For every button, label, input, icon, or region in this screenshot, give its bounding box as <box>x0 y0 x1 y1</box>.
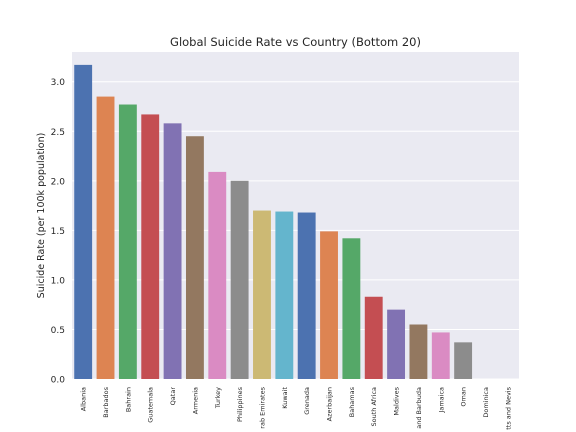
bars <box>74 64 473 379</box>
bar-bahamas <box>342 238 361 379</box>
x-tick-label: Grenada <box>303 387 311 415</box>
bar-south-africa <box>364 296 383 379</box>
x-tick-labels: Albania Barbados Bahrain Guatemala Qatar Arme… <box>80 386 513 429</box>
chart-title: Global Suicide Rate vs Country (Bottom 2… <box>170 35 421 49</box>
y-tick-label: 1.5 <box>51 227 65 237</box>
y-tick-label: 3.0 <box>51 78 66 88</box>
x-tick-label: Bahrain <box>124 387 132 412</box>
x-tick-label: Oman <box>460 387 468 407</box>
bar-qatar <box>163 123 182 379</box>
y-axis-label: Suicide Rate (per 100k population) <box>36 133 47 299</box>
y-tick-label: 2.0 <box>51 177 66 187</box>
x-tick-label: Barbados <box>102 386 110 417</box>
x-tick-label: Philippines <box>236 386 244 422</box>
bar-rab-emirates <box>253 210 271 379</box>
x-tick-label: Armenia <box>191 387 199 414</box>
x-tick-label: Maldives <box>393 386 401 415</box>
x-tick-label: rab Emirates <box>258 386 266 428</box>
y-tick-labels: 0.0 0.5 1.0 1.5 2.0 2.5 3.0 <box>51 78 66 385</box>
y-tick-label: 2.5 <box>51 128 65 138</box>
bar-maldives <box>387 309 406 379</box>
x-tick-label: Dominica <box>482 387 490 418</box>
x-tick-label: South Africa <box>370 387 378 427</box>
x-tick-label: Bahamas <box>348 386 356 417</box>
bar-oman <box>454 342 473 379</box>
x-tick-label: tts and Nevis <box>504 386 512 429</box>
x-tick-label: Guatemala <box>147 387 155 423</box>
y-tick-label: 0.0 <box>51 376 66 386</box>
bar-azerbaijan <box>320 231 338 379</box>
x-tick-label: and Barbuda <box>415 387 423 429</box>
x-tick-label: Jamaica <box>437 387 445 414</box>
bar-barbados <box>96 96 115 379</box>
y-tick-label: 1.0 <box>51 276 66 286</box>
bar-grenada <box>297 212 316 379</box>
x-tick-label: Qatar <box>169 387 177 406</box>
bar-albania <box>74 64 93 379</box>
bar-turkey <box>208 171 227 379</box>
bar-philippines <box>230 180 249 379</box>
x-tick-label: Albania <box>80 387 88 411</box>
bar-jamaica <box>431 332 450 379</box>
x-tick-label: Azerbaijan <box>326 387 334 421</box>
bar-and-barbuda <box>409 324 428 379</box>
bar-guatemala <box>141 114 160 379</box>
bar-kuwait <box>275 211 294 379</box>
x-tick-label: Turkey <box>214 387 222 409</box>
bar-armenia <box>185 136 204 379</box>
bar-bahrain <box>118 104 137 379</box>
y-tick-label: 0.5 <box>51 326 65 336</box>
x-tick-label: Kuwait <box>281 387 289 409</box>
